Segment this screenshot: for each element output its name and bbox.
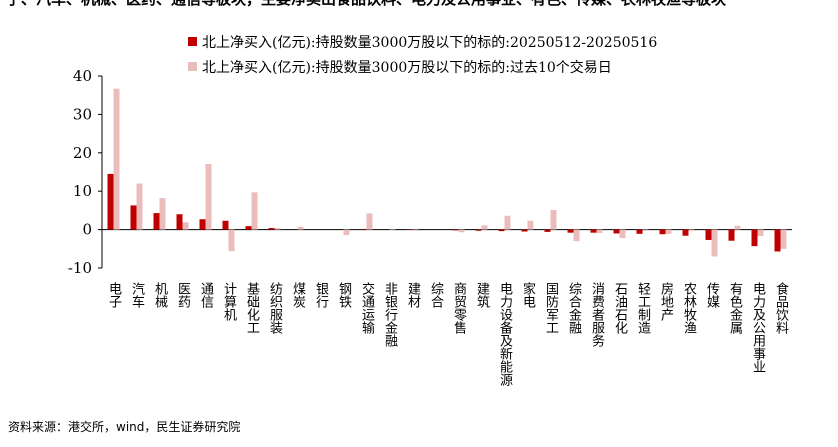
- x-tick-label: 传媒: [704, 282, 720, 308]
- bar: [735, 226, 741, 230]
- bar: [660, 230, 666, 235]
- y-tick-label: 20: [73, 144, 92, 162]
- bar: [200, 219, 206, 229]
- bar: [689, 230, 695, 231]
- bar: [499, 230, 505, 232]
- bar: [551, 210, 557, 230]
- bar: [229, 230, 235, 252]
- x-tick-label: 石油石化: [612, 282, 628, 335]
- x-tick-label: 农林牧渔: [681, 282, 697, 334]
- legend-swatch: [188, 37, 197, 46]
- bar: [666, 230, 672, 234]
- y-tick-label: 40: [73, 67, 92, 85]
- bar: [206, 164, 212, 230]
- x-tick-label: 建筑: [474, 282, 490, 309]
- x-tick-label: 非银行金融: [382, 282, 398, 347]
- bar: [528, 221, 534, 230]
- bar: [620, 230, 626, 238]
- bar: [505, 216, 511, 230]
- x-tick-label: 有色金属: [727, 282, 743, 335]
- bar: [183, 222, 189, 229]
- y-tick-label: 10: [73, 182, 92, 200]
- bar: [223, 221, 229, 230]
- y-tick-label: 0: [82, 221, 92, 239]
- y-tick-label: 30: [73, 105, 92, 123]
- x-tick-label: 银行: [313, 282, 329, 309]
- bar: [154, 213, 160, 230]
- x-tick-label: 国防军工: [543, 282, 559, 334]
- bar: [482, 225, 488, 229]
- bar: [729, 230, 735, 241]
- bar: [637, 230, 643, 234]
- bar: [775, 230, 781, 252]
- bar: [591, 230, 597, 233]
- bar: [706, 230, 712, 240]
- bar: [114, 89, 120, 230]
- x-tick-label: 通信: [198, 282, 214, 308]
- x-tick-label: 电力及公用事业: [750, 282, 766, 373]
- bar: [108, 174, 114, 230]
- bar: [643, 230, 649, 231]
- x-tick-label: 计算机: [221, 282, 237, 322]
- bar: [476, 230, 482, 231]
- legend-label: 北上净买入(亿元):持股数量3000万股以下的标的:20250512-20250…: [202, 35, 657, 51]
- chart-title: 子、汽车、机械、医药、通信等板块，主要净卖出食品饮料、电力及公用事业、有色、传媒…: [6, 0, 727, 8]
- bar: [177, 214, 183, 229]
- x-tick-label: 食品饮料: [773, 281, 789, 334]
- x-tick-label: 电子: [106, 282, 122, 308]
- bar: [459, 230, 465, 233]
- x-tick-label: 家电: [520, 281, 536, 308]
- legend-label: 北上净买入(亿元):持股数量3000万股以下的标的:过去10个交易日: [202, 59, 612, 76]
- x-tick-label: 医药: [175, 282, 191, 308]
- x-tick-label: 消费者服务: [589, 282, 605, 347]
- bar: [574, 230, 580, 242]
- bar: [137, 184, 143, 230]
- y-tick-label: -10: [68, 259, 92, 277]
- x-tick-label: 电力设备及新能源: [497, 282, 513, 386]
- bar: [758, 230, 764, 237]
- x-tick-label: 汽车: [129, 282, 145, 308]
- x-tick-label: 纺织服装: [267, 282, 283, 334]
- x-tick-label: 轻工制造: [635, 282, 651, 335]
- bar: [390, 230, 396, 231]
- bar: [367, 213, 373, 229]
- x-tick-label: 建材: [405, 282, 421, 308]
- bar: [522, 230, 528, 232]
- bar: [568, 230, 574, 233]
- bar: [545, 230, 551, 232]
- bar: [131, 205, 137, 229]
- x-tick-label: 综合: [428, 282, 444, 308]
- x-tick-label: 商贸零售: [451, 282, 467, 334]
- x-tick-label: 机械: [152, 282, 168, 308]
- bar: [252, 192, 258, 229]
- bar: [344, 230, 350, 235]
- bar: [160, 198, 166, 229]
- bar: [614, 230, 620, 234]
- bar: [752, 230, 758, 247]
- x-tick-label: 房地产: [658, 281, 674, 322]
- bar: [683, 230, 689, 236]
- source: 资料来源：港交所，wind，民生证券研究院: [8, 419, 240, 434]
- bar: [275, 228, 281, 230]
- bar: [246, 226, 252, 229]
- bar: [453, 230, 459, 231]
- x-tick-label: 钢铁: [336, 282, 352, 308]
- bar: [597, 230, 603, 233]
- bar: [269, 228, 275, 230]
- x-tick-label: 基础化工: [244, 282, 260, 334]
- x-tick-label: 交通运输: [359, 281, 375, 334]
- bar: [781, 230, 787, 249]
- legend-swatch: [188, 62, 197, 71]
- bar: [298, 227, 304, 230]
- bar: [413, 230, 419, 231]
- x-tick-label: 煤炭: [290, 282, 306, 309]
- x-tick-label: 综合金融: [566, 282, 582, 334]
- bar: [712, 230, 718, 257]
